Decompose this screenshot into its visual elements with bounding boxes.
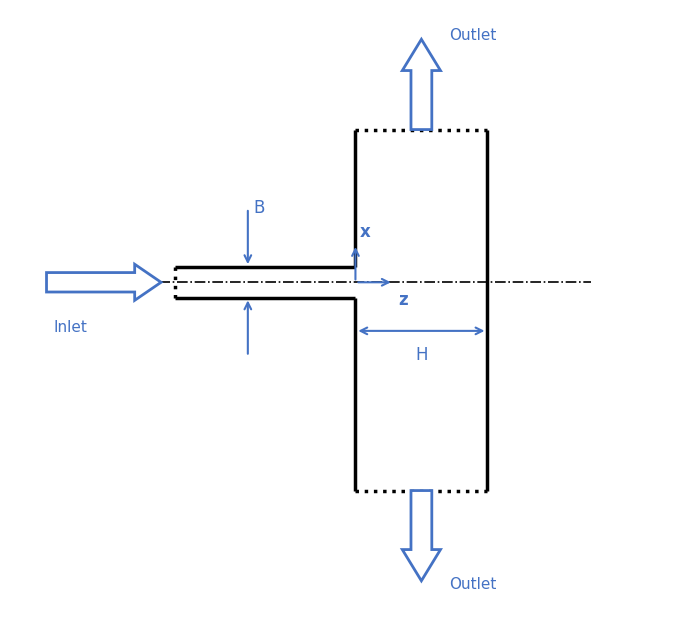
FancyArrow shape	[402, 491, 441, 581]
Text: B: B	[254, 199, 265, 217]
FancyArrow shape	[402, 39, 441, 129]
Text: z: z	[398, 290, 408, 309]
Text: Inlet: Inlet	[54, 320, 87, 335]
Text: H: H	[415, 346, 428, 364]
Text: Outlet: Outlet	[449, 29, 496, 43]
FancyArrow shape	[47, 264, 161, 301]
Text: Outlet: Outlet	[449, 577, 496, 592]
Text: x: x	[360, 223, 370, 241]
